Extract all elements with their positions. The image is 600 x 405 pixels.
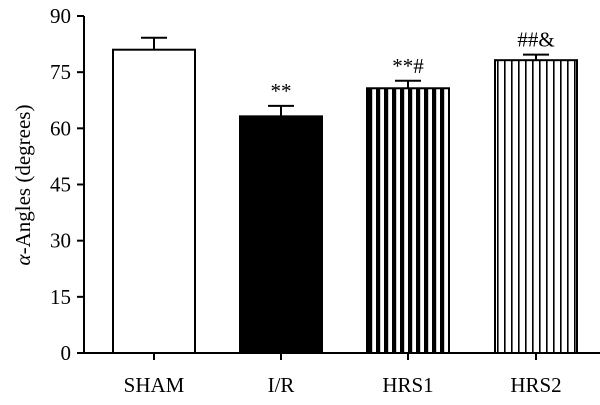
x-tick-label: HRS1 (382, 373, 433, 397)
y-axis-title-text: -Angles (degrees) (11, 105, 35, 255)
bar-i-r (239, 115, 323, 355)
significance-label-4: ##& (517, 28, 554, 52)
error-bars (141, 36, 549, 117)
y-tick-label: 75 (50, 60, 71, 84)
x-axis-labels: SHAM I/R HRS1 HRS2 (124, 353, 562, 397)
bar-hrs1 (366, 87, 450, 354)
y-tick-label: 0 (61, 341, 72, 365)
significance-labels: ** **# ##& (271, 28, 555, 103)
x-tick-label: SHAM (124, 373, 185, 397)
x-tick-label: HRS2 (510, 373, 561, 397)
y-tick-label: 60 (50, 116, 71, 140)
y-tick-label: 30 (50, 229, 71, 253)
y-axis-title-greek: α (11, 253, 35, 265)
bars (112, 48, 578, 355)
y-tick-label: 90 (50, 4, 71, 28)
svg-text:α-Angles (degrees): α-Angles (degrees) (11, 105, 35, 266)
y-axis-title: α-Angles (degrees) (11, 105, 35, 266)
significance-label-2: ** (271, 79, 292, 103)
bar-sham (112, 48, 196, 354)
significance-label-3: **# (392, 54, 424, 78)
y-tick-label: 15 (50, 285, 71, 309)
y-tick-label: 45 (50, 173, 71, 197)
x-tick-label: I/R (268, 373, 295, 397)
y-axis-ticks: 0 15 30 45 60 75 90 (50, 4, 84, 365)
bar-hrs2 (494, 59, 578, 354)
